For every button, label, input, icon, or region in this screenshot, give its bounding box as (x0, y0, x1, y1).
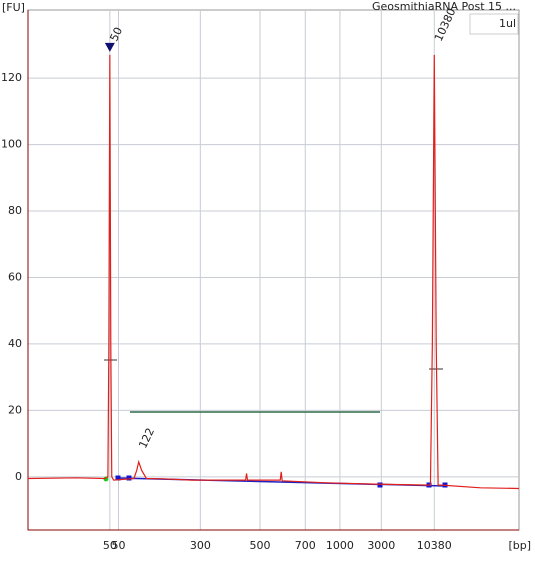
y-tick-label: 120 (1, 71, 22, 84)
y-axis-label: [FU] (2, 1, 25, 14)
y-tick-label: 80 (8, 204, 22, 217)
peak-marker (104, 42, 115, 52)
y-tick-label: 20 (8, 403, 22, 416)
x-tick-label: 10380 (417, 539, 452, 552)
peak-bound (115, 475, 121, 481)
chart-title: GeosmithiaRNA Post 15 ... (372, 0, 516, 13)
x-tick-label: 700 (295, 539, 316, 552)
y-tick-label: 0 (15, 470, 22, 483)
x-tick-label: 500 (250, 539, 271, 552)
legend-entry: 1ul (499, 17, 516, 30)
x-tick-label: 3000 (367, 539, 395, 552)
peak-bound (126, 475, 132, 481)
y-tick-label: 60 (8, 270, 22, 283)
peak-bound (377, 482, 383, 488)
y-tick-label: 40 (8, 337, 22, 350)
x-tick-label: 300 (190, 539, 211, 552)
legend-box (469, 13, 519, 35)
peak-label: 50 (107, 25, 125, 43)
y-tick-label: 100 (1, 138, 22, 151)
x-tick-label: 50 (111, 539, 125, 552)
x-axis-label: [bp] (508, 539, 531, 552)
plot-area (27, 9, 520, 531)
x-tick-label: 1000 (326, 539, 354, 552)
x-tick-label: 50 (103, 539, 117, 552)
trace (27, 54, 520, 490)
